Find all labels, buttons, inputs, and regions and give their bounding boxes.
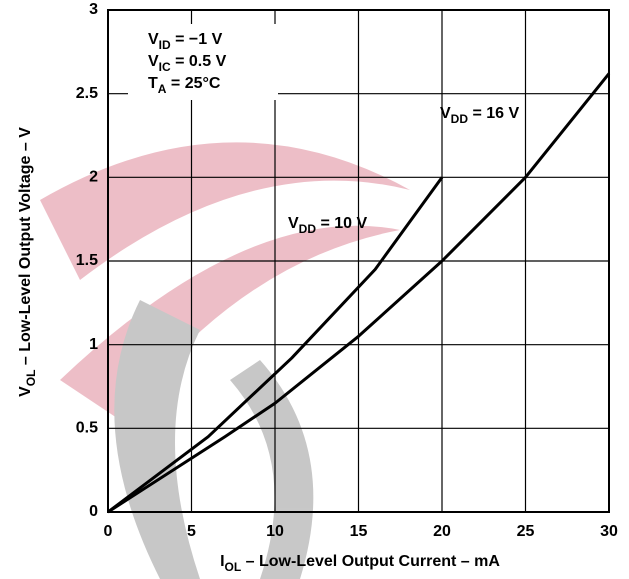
annotation-rest: = 0.5 V [171,53,227,70]
series-line [107,176,444,514]
series-label: VDD = 10 V [288,215,367,236]
series-label-base: V [288,215,299,232]
annotation-base: T [148,75,158,92]
x-axis-label-base: I [220,553,224,570]
x-axis-label: IOL – Low-Level Output Current – mA [220,553,500,574]
x-axis-label-sub: OL [225,560,242,574]
x-tick-label: 25 [517,523,535,540]
series-label-rest: = 16 V [468,105,519,122]
series-label-sub: DD [451,112,469,126]
y-tick-label: 0.5 [76,420,98,437]
x-tick-label: 30 [600,523,618,540]
annotation-sub: ID [159,38,171,52]
annotation: TA = 25°C [148,75,221,96]
y-axis-label-rest: – Low-Level Output Voltage – V [17,127,34,370]
y-tick-label: 1.5 [76,252,98,269]
y-tick-label: 2.5 [76,85,98,102]
annotation: VID = −1 V [148,31,223,52]
y-tick-label: 1 [89,336,98,353]
annotation-base: V [148,31,159,48]
y-tick-label: 2 [89,169,98,186]
series-label-base: V [440,105,451,122]
y-axis-label: VOL – Low-Level Output Voltage – V [17,127,38,397]
x-axis-label-rest: – Low-Level Output Current – mA [241,553,500,570]
x-tick-label: 5 [187,523,196,540]
annotation-rest: = −1 V [171,31,223,48]
series-label-sub: DD [299,222,317,236]
series-line [107,72,611,514]
annotation-base: V [148,53,159,70]
y-tick-label: 3 [89,1,98,18]
annotation-box [128,24,278,100]
plot-frame [107,9,610,513]
annotation-sub: IC [159,60,171,74]
x-tick-label: 0 [104,523,113,540]
annotation-sub: A [158,82,167,96]
x-tick-label: 15 [350,523,368,540]
y-axis-label-base: V [17,386,34,397]
series-label-rest: = 10 V [316,215,367,232]
y-axis-label-sub: OL [24,370,38,387]
annotation: VIC = 0.5 V [148,53,227,74]
series-label: VDD = 16 V [440,105,519,126]
x-tick-label: 20 [433,523,451,540]
y-tick-label: 0 [89,503,98,520]
x-tick-label: 10 [266,523,284,540]
annotation-rest: = 25°C [166,75,220,92]
